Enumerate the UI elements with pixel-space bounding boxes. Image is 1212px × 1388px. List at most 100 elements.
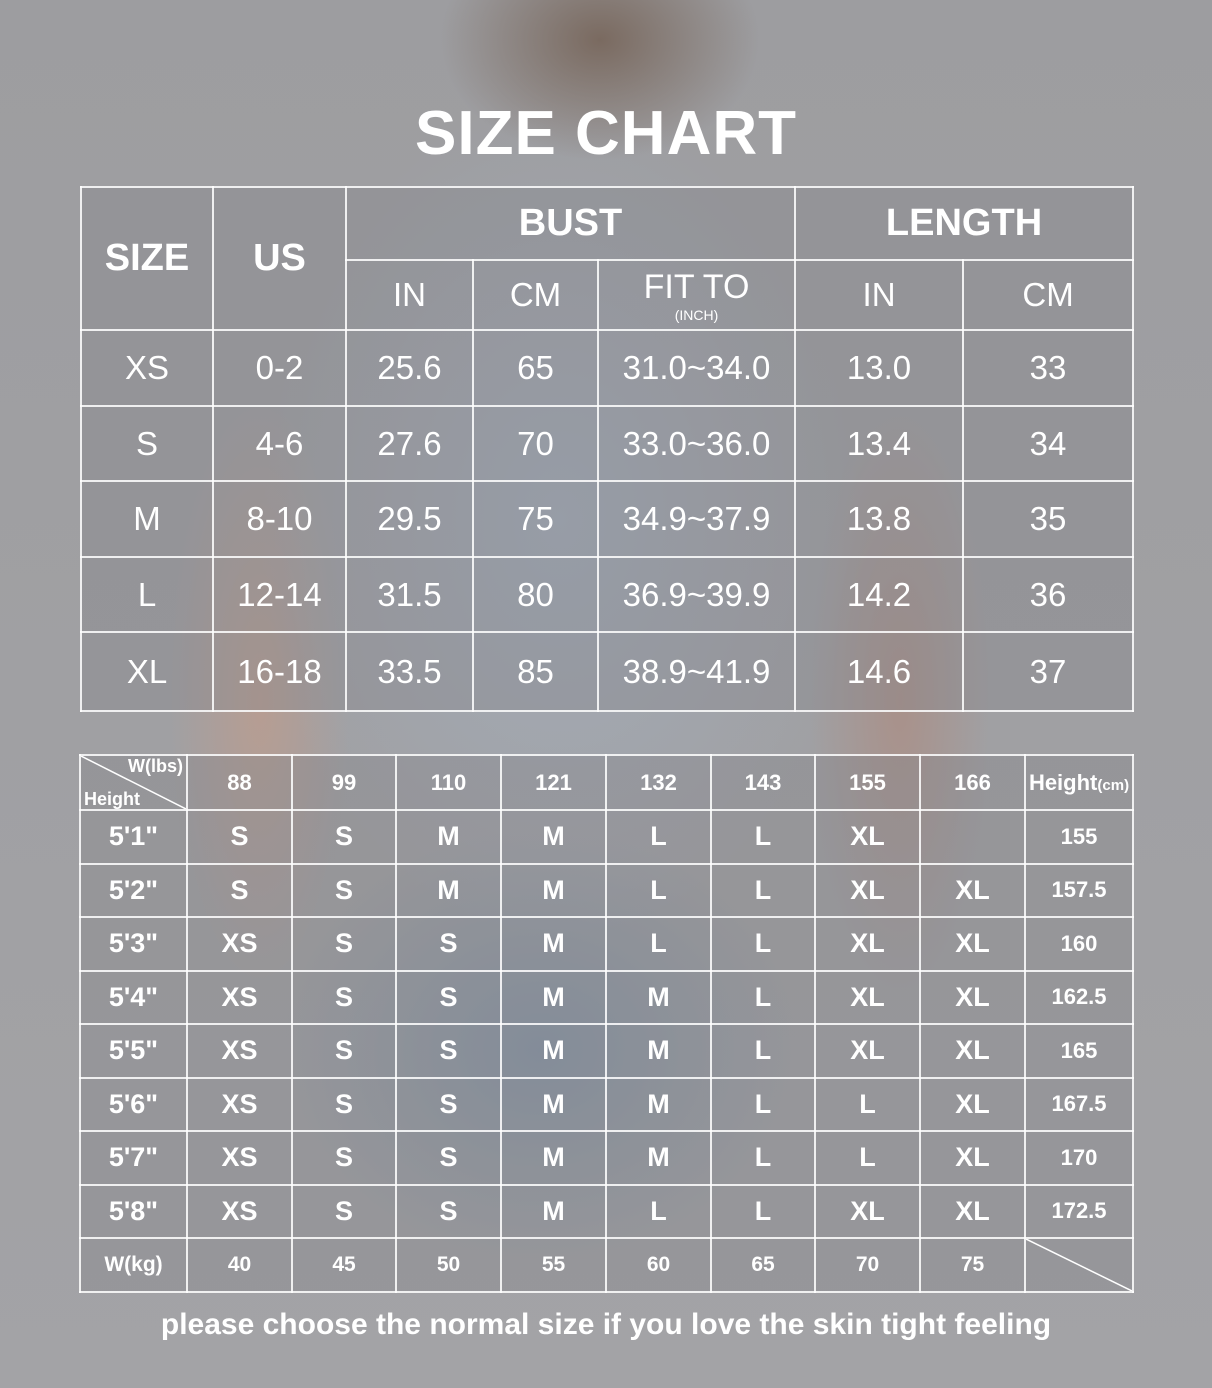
weight-kg-cell: 70	[814, 1237, 921, 1293]
size-cell: XL	[919, 969, 1026, 1025]
diagonal-line	[82, 757, 185, 808]
size-table: SIZE US BUST LENGTH IN CM FIT TO (INCH) I…	[80, 186, 1135, 712]
fit-to-label: FIT TO	[643, 268, 750, 306]
header-size: SIZE	[80, 186, 214, 331]
size-cell: XL	[919, 916, 1026, 972]
size-cell: S	[291, 969, 397, 1025]
weight-lbs-header: 132	[605, 754, 712, 811]
fit-row: 5'2" S S M M L L XL XL 157.5	[79, 862, 1134, 918]
header-us: US	[212, 186, 347, 331]
fit-row: 5'7" XS S S M M L L XL 170	[79, 1130, 1134, 1186]
weight-lbs-header: 143	[710, 754, 816, 811]
chart-title: SIZE CHART	[415, 99, 797, 168]
header-fit-to: FIT TO (INCH)	[596, 259, 797, 331]
corner-cell: W(lbs) Height	[79, 754, 188, 811]
weight-kg-cell: 40	[186, 1237, 293, 1293]
header-bust: BUST	[344, 186, 797, 261]
size-cell: S	[395, 969, 502, 1025]
size-cell: 38.9~41.9	[596, 631, 797, 712]
height-ft-cell: 5'2"	[79, 862, 188, 918]
fit-to-unit: (INCH)	[674, 307, 719, 323]
size-cell: M	[395, 809, 502, 865]
size-cell: M	[500, 969, 607, 1025]
weight-lbs-header: 166	[919, 754, 1026, 811]
height-cm-unit: (cm)	[1097, 776, 1130, 794]
size-cell: S	[395, 916, 502, 972]
size-cell: M	[500, 862, 607, 918]
size-cell: M	[395, 862, 502, 918]
weight-lbs-header: 155	[814, 754, 921, 811]
size-cell: S	[291, 862, 397, 918]
height-ft-cell: 5'7"	[79, 1130, 188, 1186]
weight-lbs-header: 121	[500, 754, 607, 811]
size-row: XL 16-18 33.5 85 38.9~41.9 14.6 37	[80, 631, 1135, 712]
fit-note: please choose the normal size if you lov…	[160, 1308, 1052, 1341]
size-cell: 36.9~39.9	[596, 556, 797, 633]
size-cell: S	[291, 1183, 397, 1239]
size-cell: XS	[186, 969, 293, 1025]
size-row: L 12-14 31.5 80 36.9~39.9 14.2 36	[80, 556, 1135, 633]
height-cm-cell: 170	[1024, 1130, 1134, 1186]
size-cell: 31.0~34.0	[596, 329, 797, 407]
size-cell: L	[605, 809, 712, 865]
size-cell: 4-6	[212, 405, 347, 482]
size-cell: 65	[472, 329, 599, 407]
size-cell: S	[291, 1023, 397, 1079]
size-cell: M	[500, 1130, 607, 1186]
size-cell: XL	[919, 862, 1026, 918]
size-cell: XL	[814, 862, 921, 918]
height-ft-cell: 5'4"	[79, 969, 188, 1025]
height-ft-cell: 5'3"	[79, 916, 188, 972]
size-cell: L	[605, 862, 712, 918]
size-cell: XL	[80, 631, 214, 712]
size-cell: L	[710, 1023, 816, 1079]
weight-lbs-header: 110	[395, 754, 502, 811]
size-cell: 34.9~37.9	[596, 480, 797, 558]
size-cell: 13.8	[794, 480, 965, 558]
size-cell: M	[500, 1183, 607, 1239]
size-cell: 31.5	[345, 556, 474, 633]
corner-weight-label: W(lbs)	[128, 756, 183, 776]
size-cell: 70	[472, 405, 599, 482]
size-cell: L	[710, 809, 816, 865]
fit-row: 5'6" XS S S M M L L XL 167.5	[79, 1076, 1134, 1132]
size-cell: 36	[962, 556, 1135, 633]
size-row: M 8-10 29.5 75 34.9~37.9 13.8 35	[80, 480, 1135, 558]
size-cell: S	[395, 1130, 502, 1186]
size-cell: L	[80, 556, 214, 633]
height-ft-cell: 5'1"	[79, 809, 188, 865]
size-cell: 13.0	[794, 329, 965, 407]
size-cell: L	[605, 1183, 712, 1239]
corner-height-label: Height	[84, 789, 140, 809]
height-cm-label: Height	[1028, 769, 1098, 795]
height-cm-cell: 162.5	[1024, 969, 1134, 1025]
size-cell: 0-2	[212, 329, 347, 407]
size-cell: L	[710, 916, 816, 972]
size-cell: M	[80, 480, 214, 558]
size-cell: XL	[919, 1023, 1026, 1079]
size-cell: XL	[814, 1183, 921, 1239]
size-cell: M	[500, 809, 607, 865]
height-ft-cell: 5'8"	[79, 1183, 188, 1239]
size-cell: 85	[472, 631, 599, 712]
weight-kg-label: W(kg)	[79, 1237, 188, 1293]
header-length-cm: CM	[962, 259, 1135, 331]
fit-table: W(lbs) Height 88 99 110 121 132 143 155 166 Heig…	[79, 754, 1134, 1293]
size-row: XS 0-2 25.6 65 31.0~34.0 13.0 33	[80, 329, 1135, 407]
size-cell: L	[710, 969, 816, 1025]
size-cell: 34	[962, 405, 1135, 482]
size-cell: XL	[919, 1130, 1026, 1186]
size-cell: XS	[186, 916, 293, 972]
weight-kg-cell: 75	[919, 1237, 1026, 1293]
size-cell: S	[291, 809, 397, 865]
size-cell: L	[814, 1130, 921, 1186]
size-cell: S	[186, 862, 293, 918]
weight-kg-cell: 45	[291, 1237, 397, 1293]
size-cell: S	[186, 809, 293, 865]
size-cell: XL	[919, 1076, 1026, 1132]
weight-lbs-header: 88	[186, 754, 293, 811]
size-cell: 80	[472, 556, 599, 633]
height-cm-header: Height(cm)	[1024, 754, 1134, 811]
size-cell: S	[291, 916, 397, 972]
header-bust-in: IN	[345, 259, 474, 331]
